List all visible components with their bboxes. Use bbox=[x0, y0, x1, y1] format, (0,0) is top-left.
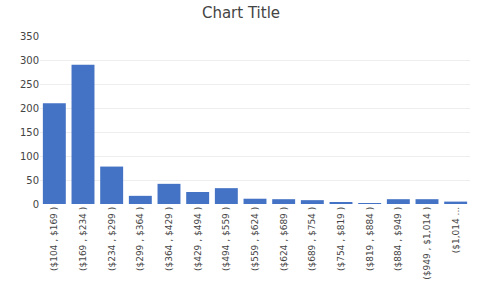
svg-text:($624 , $689 ): ($624 , $689 ) bbox=[279, 207, 289, 271]
svg-text:Chart Title: Chart Title bbox=[202, 4, 280, 22]
svg-text:($494 , $559 ): ($494 , $559 ) bbox=[221, 207, 231, 271]
svg-text:100: 100 bbox=[20, 151, 39, 162]
svg-text:0: 0 bbox=[33, 199, 39, 210]
svg-text:($689 , $754 ): ($689 , $754 ) bbox=[307, 207, 317, 271]
svg-text:($949 , $1,014 ): ($949 , $1,014 ) bbox=[422, 207, 432, 280]
svg-text:($429 , $494 ): ($429 , $494 ) bbox=[193, 207, 203, 271]
svg-text:($169 , $234 ): ($169 , $234 ) bbox=[78, 207, 88, 271]
svg-text:($234 , $299 ): ($234 , $299 ) bbox=[107, 207, 117, 271]
svg-text:($364 , $429 ): ($364 , $429 ) bbox=[164, 207, 174, 271]
svg-text:($299 , $364 ): ($299 , $364 ) bbox=[135, 207, 145, 271]
svg-text:200: 200 bbox=[20, 103, 39, 114]
svg-text:($104 , $169 ): ($104 , $169 ) bbox=[49, 207, 59, 271]
svg-text:300: 300 bbox=[20, 55, 39, 66]
svg-text:($559 , $624 ): ($559 , $624 ) bbox=[250, 207, 260, 271]
svg-text:($754 , $819 ): ($754 , $819 ) bbox=[336, 207, 346, 271]
svg-text:($1,014 ...: ($1,014 ... bbox=[451, 207, 461, 253]
svg-text:($819 , $884 ): ($819 , $884 ) bbox=[365, 207, 375, 271]
svg-text:250: 250 bbox=[20, 79, 39, 90]
svg-text:150: 150 bbox=[20, 127, 39, 138]
svg-text:($884 , $949 ): ($884 , $949 ) bbox=[393, 207, 403, 271]
svg-text:350: 350 bbox=[20, 31, 39, 42]
svg-text:50: 50 bbox=[26, 175, 39, 186]
